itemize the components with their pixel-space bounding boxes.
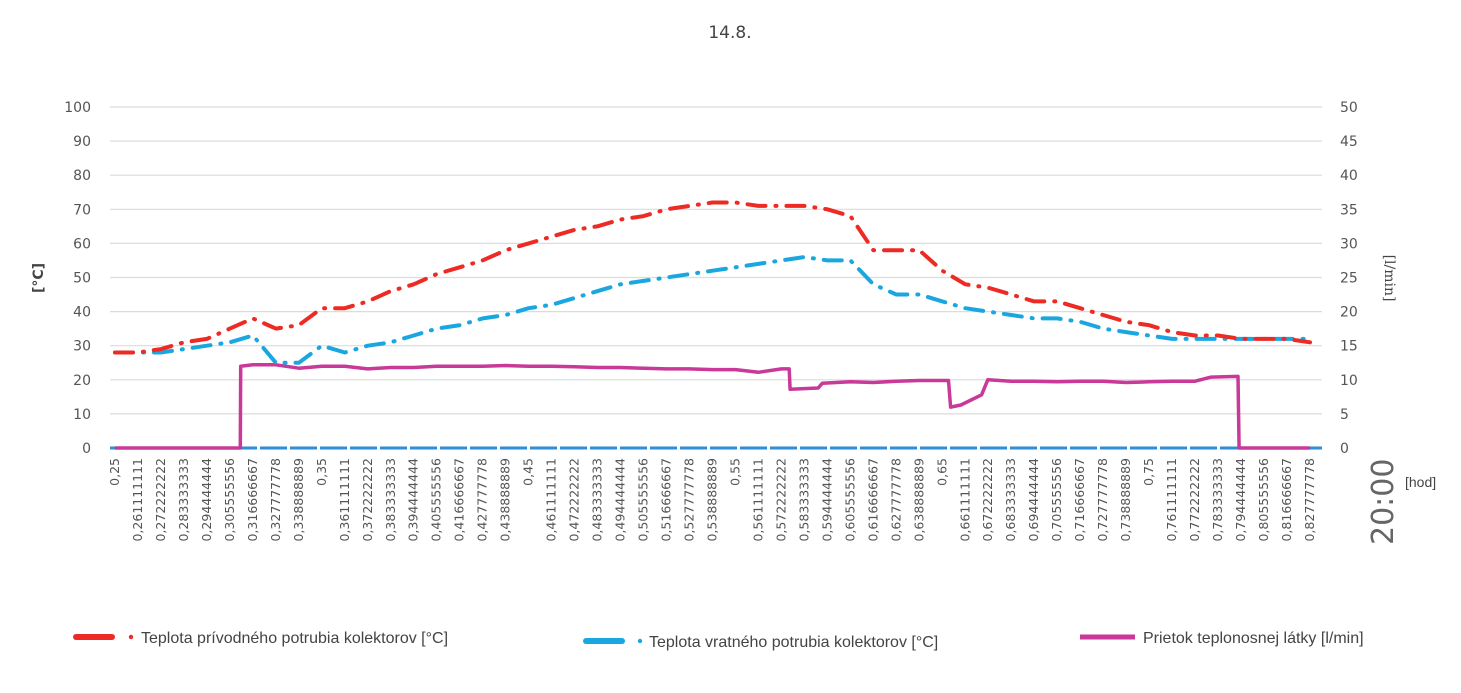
x-tick-label: 0,283333333 [176,458,191,542]
x-tick-label: 0,616666667 [865,458,880,542]
gridlines [110,106,1322,415]
legend: Teplota prívodného potrubia kolektorov [… [73,630,1364,651]
y-right-tick-label: 30 [1340,236,1358,252]
x-tick-label: 0,55 [727,458,742,486]
y-left-tick-label: 40 [73,305,91,321]
x-tick-label: 0,383333333 [383,458,398,542]
y-left-tick-label: 70 [73,202,91,218]
y-left-tick-label: 90 [73,134,91,150]
y-left-tick-label: 60 [73,236,91,252]
x-tick-label: 0,794444444 [1233,458,1248,542]
y-axis-right: 0 5 10 15 20 25 30 35 40 45 50 [1340,100,1358,457]
legend-item-supply[interactable]: Teplota prívodného potrubia kolektorov [… [73,630,448,647]
y-right-tick-label: 10 [1340,373,1358,389]
x-tick-label: 0,272222222 [153,458,168,542]
y-right-tick-label: 50 [1340,100,1358,116]
x-tick-label: 0,572222222 [773,458,788,542]
series-line-2 [115,363,1310,450]
x-tick-label: 0,305555556 [222,458,237,542]
legend-dot-return [637,638,643,644]
x-tick-label: 0,538888889 [704,458,719,542]
legend-label-return: Teplota vratného potrubia kolektorov [°C… [649,634,938,651]
x-tick-label: 0,472222222 [567,458,582,542]
x-tick-label: 0,605555556 [842,458,857,542]
x-tick-label: 0,772222222 [1187,458,1202,542]
y-right-tick-label: 20 [1340,305,1358,321]
y-right-tick-label: 35 [1340,202,1358,218]
x-tick-label: 0,394444444 [406,458,421,542]
x-tick-label: 0,516666667 [659,458,674,542]
x-tick-label: 0,45 [521,458,536,486]
x-tick-label: 0,361111111 [337,458,352,542]
x-tick-label: 0,461111111 [544,458,559,542]
y-right-tick-label: 0 [1340,441,1349,457]
x-tick-label: 0,427777778 [475,458,490,542]
y-left-tick-label: 30 [73,339,91,355]
x-tick-label: 0,783333333 [1210,458,1225,542]
y-left-tick-label: 10 [73,407,91,423]
x-tick-label: 0,294444444 [199,458,214,542]
x-tick-label: 0,261111111 [130,458,145,542]
x-tick-label: 0,338888889 [291,458,306,542]
x-annotation-time: 20:00 [1366,459,1401,545]
x-tick-label: 0,638888889 [911,458,926,542]
x-tick-label: 0,761111111 [1164,458,1179,542]
y-right-tick-label: 40 [1340,168,1358,184]
x-tick-label: 0,438888889 [498,458,513,542]
x-tick-label: 0,316666667 [245,458,260,542]
x-axis: 0,25 0,261111111 0,272222222 0,283333333 0,2… [107,458,1317,542]
x-tick-label: 0,372222222 [360,458,375,542]
x-tick-label: 0,327777778 [268,458,283,542]
x-tick-label: 0,75 [1141,458,1156,486]
chart-title: 14.8. [708,23,751,43]
x-tick-label: 0,594444444 [819,458,834,542]
y-left-tick-label: 50 [73,271,91,287]
x-tick-label: 0,672222222 [980,458,995,542]
series-line-1 [113,255,1312,365]
x-tick-label: 0,416666667 [452,458,467,542]
x-tick-label: 0,561111111 [750,458,765,542]
x-tick-label: 0,35 [314,458,329,486]
x-tick-label: 0,505555556 [636,458,651,542]
legend-label-flow: Prietok teplonosnej látky [l/min] [1143,630,1364,647]
legend-dot-supply [128,634,134,640]
legend-item-flow[interactable]: Prietok teplonosnej látky [l/min] [1080,630,1364,647]
x-tick-label: 0,583333333 [796,458,811,542]
y-right-tick-label: 45 [1340,134,1358,150]
y-left-tick-label: 100 [64,100,91,116]
x-tick-label: 0,405555556 [429,458,444,542]
y-left-tick-label: 20 [73,373,91,389]
y-axis-left: 0 10 20 30 40 50 60 70 80 90 100 [64,100,91,457]
legend-label-supply: Teplota prívodného potrubia kolektorov [… [141,630,448,647]
x-tick-label: 0,805555556 [1256,458,1271,542]
y-left-tick-label: 80 [73,168,91,184]
y-right-tick-label: 15 [1340,339,1358,355]
x-tick-label: 0,827777778 [1302,458,1317,542]
x-tick-label: 0,727777778 [1095,458,1110,542]
y-axis-left-label: [°C] [31,263,47,293]
y-right-tick-label: 25 [1340,271,1358,287]
x-tick-label: 0,738888889 [1118,458,1133,542]
series-group [110,200,1322,450]
x-tick-label: 0,483333333 [590,458,605,542]
x-tick-label: 0,627777778 [888,458,903,542]
x-tick-label: 0,25 [107,458,122,486]
x-tick-label: 0,716666667 [1072,458,1087,542]
y-axis-right-label: [l/min] [1381,255,1397,302]
x-tick-label: 0,661111111 [957,458,972,542]
x-tick-label: 0,705555556 [1049,458,1064,542]
y-right-tick-label: 5 [1340,407,1349,423]
x-tick-label: 0,683333333 [1003,458,1018,542]
x-axis-label: [hod] [1405,474,1436,490]
x-tick-label: 0,694444444 [1026,458,1041,542]
x-tick-label: 0,816666667 [1279,458,1294,542]
y-left-tick-label: 0 [82,441,91,457]
x-tick-label: 0,494444444 [613,458,628,542]
legend-item-return[interactable]: Teplota vratného potrubia kolektorov [°C… [583,634,938,651]
x-tick-label: 0,65 [934,458,949,486]
x-tick-label: 0,527777778 [682,458,697,542]
